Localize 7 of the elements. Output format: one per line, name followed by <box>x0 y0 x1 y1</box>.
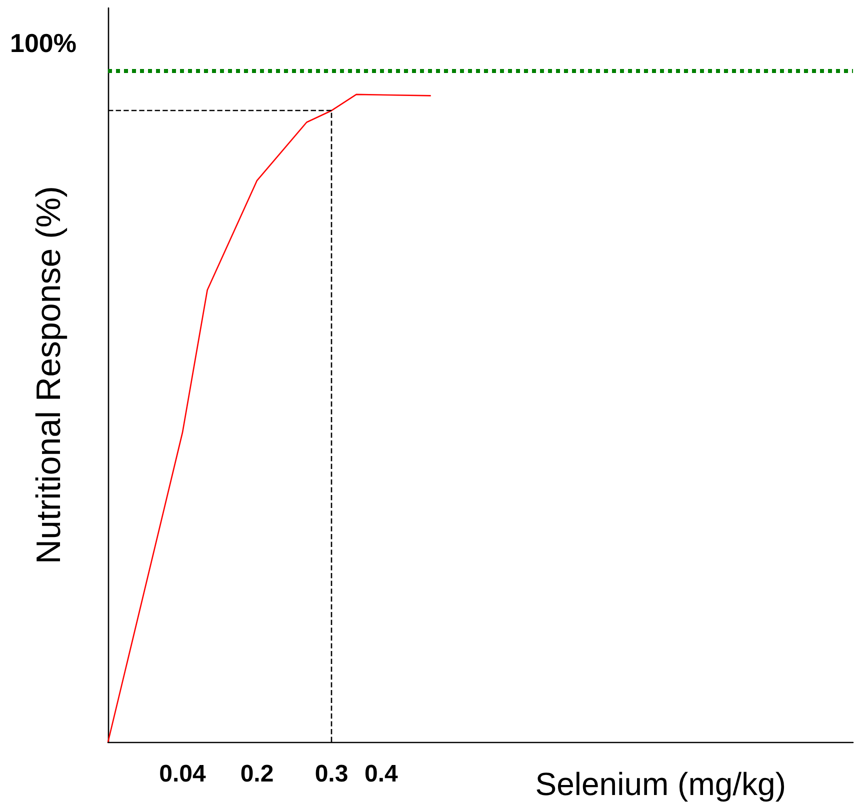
x-tick-label: 0.04 <box>159 760 207 788</box>
text: 100% <box>10 28 76 58</box>
x-tick-label: 0.4 <box>364 760 398 788</box>
y-axis-title: Nutritional Response (%) <box>30 186 68 564</box>
x-tick-label: 0.2 <box>240 760 274 788</box>
x-axis-title: Selenium (mg/kg) <box>535 766 786 802</box>
x-tick-label: 0.3 <box>314 760 348 788</box>
